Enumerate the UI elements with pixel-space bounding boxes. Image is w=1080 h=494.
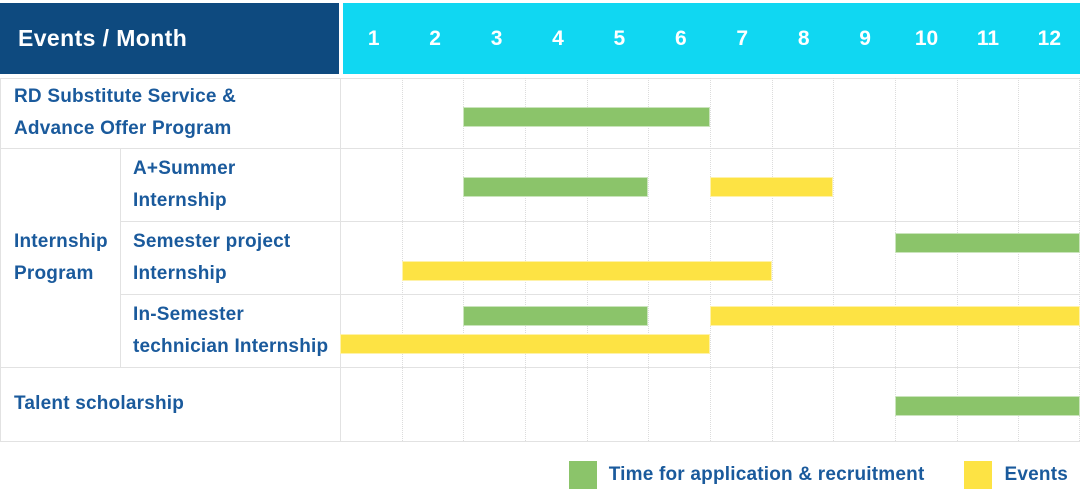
event-bar-in-semester-technician-internship: [710, 306, 1080, 326]
month-label-6: 6: [650, 3, 711, 74]
row-label-rd-substitute-service: RD Substitute Service &Advance Offer Pro…: [0, 78, 236, 148]
month-label-2: 2: [404, 3, 465, 74]
legend-item-recruitment: Time for application & recruitment: [569, 461, 925, 489]
month-gridline: [957, 78, 958, 441]
row-label-rd-substitute-service-line: Advance Offer Program: [14, 113, 236, 145]
month-header-row: 123456789101112: [343, 3, 1080, 74]
legend: Time for application & recruitment Events: [569, 459, 1068, 491]
month-gridline: [1018, 78, 1019, 441]
event-bar-in-semester-technician-internship: [340, 334, 710, 354]
legend-label-recruitment: Time for application & recruitment: [609, 464, 925, 486]
month-label-5: 5: [589, 3, 650, 74]
row-label-talent-scholarship: Talent scholarship: [0, 367, 184, 441]
recruitment-bar-a-plus-summer-internship: [463, 177, 648, 197]
month-label-11: 11: [957, 3, 1018, 74]
table-corner-header: Events / Month: [0, 3, 339, 74]
row-label-semester-project-internship-line: Internship: [133, 258, 290, 290]
month-label-4: 4: [527, 3, 588, 74]
gantt-schedule-chart: Events / Month 123456789101112 RD Substi…: [0, 0, 1080, 494]
month-gridline: [402, 78, 403, 441]
corner-header-label: Events / Month: [18, 25, 187, 52]
legend-label-event: Events: [1004, 464, 1068, 486]
month-gridline: [710, 78, 711, 441]
legend-swatch-recruitment: [569, 461, 597, 489]
month-gridline: [525, 78, 526, 441]
month-label-7: 7: [712, 3, 773, 74]
group-label-internship-program-line: Internship: [14, 226, 108, 258]
month-label-9: 9: [834, 3, 895, 74]
month-label-10: 10: [896, 3, 957, 74]
recruitment-bar-talent-scholarship: [895, 396, 1080, 416]
month-gridline: [587, 78, 588, 441]
month-gridline: [648, 78, 649, 441]
month-label-3: 3: [466, 3, 527, 74]
month-gridline: [463, 78, 464, 441]
group-label-internship-program: InternshipProgram: [0, 148, 108, 367]
row-label-semester-project-internship-line: Semester project: [133, 226, 290, 258]
recruitment-bar-rd-substitute-service: [463, 107, 710, 127]
month-gridline: [895, 78, 896, 441]
event-bar-a-plus-summer-internship: [710, 177, 833, 197]
row-label-a-plus-summer-internship-line: Internship: [133, 185, 235, 217]
legend-item-event: Events: [964, 461, 1068, 489]
label-chart-divider: [340, 78, 341, 441]
group-label-internship-program-line: Program: [14, 258, 108, 290]
month-label-12: 12: [1019, 3, 1080, 74]
recruitment-bar-semester-project-internship: [895, 233, 1080, 253]
month-label-1: 1: [343, 3, 404, 74]
event-bar-semester-project-internship: [402, 261, 772, 281]
row-separator-line: [0, 441, 1080, 442]
month-label-8: 8: [773, 3, 834, 74]
row-label-a-plus-summer-internship-line: A+Summer: [133, 153, 235, 185]
row-label-rd-substitute-service-line: RD Substitute Service &: [14, 81, 236, 113]
recruitment-bar-in-semester-technician-internship: [463, 306, 648, 326]
month-gridline: [772, 78, 773, 441]
legend-swatch-event: [964, 461, 992, 489]
month-gridline: [833, 78, 834, 441]
row-label-in-semester-technician-internship-line: technician Internship: [133, 331, 328, 363]
row-label-talent-scholarship-line: Talent scholarship: [14, 388, 184, 420]
row-label-in-semester-technician-internship-line: In-Semester: [133, 299, 328, 331]
